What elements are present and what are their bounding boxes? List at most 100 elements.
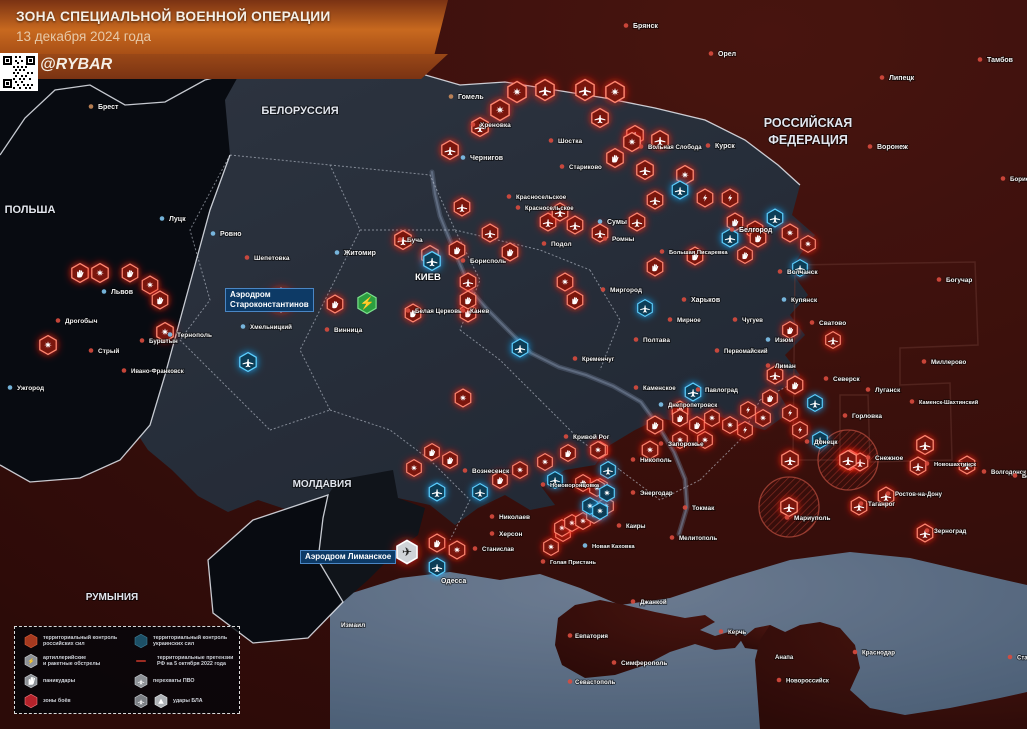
svg-text:Тернополь: Тернополь <box>177 332 212 339</box>
svg-text:Липецк: Липецк <box>889 75 915 82</box>
svg-text:Дрогобыч: Дрогобыч <box>65 317 98 325</box>
svg-text:Каменск-Шахтинский: Каменск-Шахтинский <box>919 399 979 406</box>
svg-text:Брест: Брест <box>98 104 119 111</box>
svg-text:ФЕДЕРАЦИЯ: ФЕДЕРАЦИЯ <box>768 133 848 147</box>
svg-text:Ромны: Ромны <box>612 236 635 243</box>
svg-text:Курск: Курск <box>715 143 735 150</box>
svg-text:Стрый: Стрый <box>98 347 119 355</box>
svg-text:Борисполь: Борисполь <box>470 258 506 265</box>
svg-text:Луганск: Луганск <box>875 387 901 394</box>
svg-text:Сумы: Сумы <box>607 219 627 226</box>
svg-text:Шостка: Шостка <box>558 138 582 145</box>
svg-text:Сватово: Сватово <box>819 320 846 327</box>
svg-text:Житомир: Житомир <box>343 250 376 257</box>
svg-text:Орел: Орел <box>718 51 736 58</box>
svg-text:Анапа: Анапа <box>775 655 794 661</box>
svg-text:Чернигов: Чернигов <box>470 155 504 162</box>
svg-text:Горловка: Горловка <box>852 413 882 420</box>
svg-text:Белгород: Белгород <box>739 227 773 234</box>
svg-text:Мелитополь: Мелитополь <box>679 535 717 542</box>
svg-text:Чугуев: Чугуев <box>742 317 763 324</box>
svg-text:Кривой Рог: Кривой Рог <box>573 433 610 441</box>
svg-text:Львов: Львов <box>111 289 134 296</box>
svg-text:Новороссийск: Новороссийск <box>786 678 829 685</box>
svg-text:Никополь: Никополь <box>640 457 672 464</box>
svg-text:Нововоронцовка: Нововоронцовка <box>550 483 600 489</box>
svg-text:Николаев: Николаев <box>499 514 530 521</box>
svg-text:Токмак: Токмак <box>692 505 715 512</box>
svg-text:Белая Церковь: Белая Церковь <box>415 308 462 315</box>
svg-text:Голая Пристань: Голая Пристань <box>550 560 596 566</box>
svg-text:Волгодонск: Волгодонск <box>1022 474 1027 480</box>
svg-text:РУМЫНИЯ: РУМЫНИЯ <box>86 592 138 603</box>
svg-text:Вознесенск: Вознесенск <box>472 468 510 475</box>
svg-text:Кременчуг: Кременчуг <box>582 356 615 363</box>
svg-text:Лиман: Лиман <box>775 363 796 370</box>
svg-text:Ужгород: Ужгород <box>17 385 44 392</box>
svg-text:Энергодар: Энергодар <box>640 490 673 497</box>
svg-text:Винница: Винница <box>334 327 363 334</box>
svg-text:Евпатория: Евпатория <box>575 633 608 640</box>
svg-text:Волчанск: Волчанск <box>787 269 818 276</box>
svg-text:Харьков: Харьков <box>691 297 721 304</box>
svg-text:Купянск: Купянск <box>791 297 818 304</box>
svg-text:Ровно: Ровно <box>220 231 242 238</box>
svg-text:Волгодонск: Волгодонск <box>991 470 1026 476</box>
svg-text:Симферополь: Симферополь <box>621 660 667 667</box>
svg-text:КИЕВ: КИЕВ <box>415 272 441 283</box>
svg-text:Херсон: Херсон <box>499 531 523 538</box>
svg-text:Красносельское: Красносельское <box>516 194 567 201</box>
svg-text:Керчь: Керчь <box>728 629 746 636</box>
svg-text:Луцк: Луцк <box>169 216 186 223</box>
svg-text:Тамбов: Тамбов <box>987 56 1014 64</box>
svg-text:Измаил: Измаил <box>341 622 365 629</box>
svg-text:Донецк: Донецк <box>814 439 838 446</box>
svg-text:БЕЛОРУССИЯ: БЕЛОРУССИЯ <box>261 105 338 117</box>
svg-text:Новая Каховка: Новая Каховка <box>592 544 635 550</box>
svg-text:Канев: Канев <box>470 308 489 315</box>
svg-text:ПОЛЬША: ПОЛЬША <box>5 204 56 216</box>
svg-text:Зерноград: Зерноград <box>934 528 966 535</box>
svg-text:Миллерово: Миллерово <box>931 359 966 366</box>
svg-text:Богучар: Богучар <box>946 277 972 284</box>
svg-text:Одесса: Одесса <box>441 578 466 585</box>
svg-text:Павлоград: Павлоград <box>705 387 738 394</box>
svg-text:Первомайский: Первомайский <box>724 348 768 355</box>
svg-text:Джанкой: Джанкой <box>640 599 667 606</box>
svg-text:Миргород: Миргород <box>610 287 642 294</box>
svg-text:Каменское: Каменское <box>643 385 676 392</box>
svg-text:Гомель: Гомель <box>458 94 484 101</box>
svg-text:Днепропетровск: Днепропетровск <box>668 403 717 409</box>
svg-text:Вольная Слобода: Вольная Слобода <box>648 144 702 151</box>
svg-text:Хмельницкий: Хмельницкий <box>250 324 292 331</box>
svg-text:Ивано-Франковск: Ивано-Франковск <box>131 369 184 375</box>
svg-text:Ростов-на-Дону: Ростов-на-Дону <box>895 492 943 498</box>
svg-text:Ставрополь: Ставрополь <box>1017 656 1027 662</box>
svg-text:Станислав: Станислав <box>482 547 514 553</box>
svg-text:Борисоглебск: Борисоглебск <box>1010 176 1027 183</box>
svg-text:Запорожье: Запорожье <box>668 441 704 448</box>
svg-text:Каиры: Каиры <box>626 524 646 530</box>
svg-text:Мариуполь: Мариуполь <box>794 515 831 522</box>
svg-text:Бурштын: Бурштын <box>149 338 178 345</box>
svg-text:Большая Писаревка: Большая Писаревка <box>669 250 728 256</box>
svg-text:Таганрог: Таганрог <box>868 501 895 508</box>
svg-text:Краснодар: Краснодар <box>862 650 895 657</box>
svg-text:Хреновка: Хреновка <box>480 122 511 129</box>
svg-text:Северск: Северск <box>833 376 860 383</box>
svg-text:Воронеж: Воронеж <box>877 144 909 151</box>
svg-text:Изюм: Изюм <box>775 337 793 344</box>
svg-text:Новошахтинск: Новошахтинск <box>934 462 976 468</box>
svg-text:Брянск: Брянск <box>633 23 658 30</box>
svg-text:РОССИЙСКАЯ: РОССИЙСКАЯ <box>764 115 853 130</box>
svg-text:Полтава: Полтава <box>643 337 670 344</box>
svg-text:Буча: Буча <box>407 237 423 244</box>
svg-text:Стариково: Стариково <box>569 164 602 171</box>
svg-text:Подол: Подол <box>551 241 572 248</box>
svg-text:МОЛДАВИЯ: МОЛДАВИЯ <box>293 479 352 490</box>
svg-text:Красносельское: Красносельское <box>525 206 574 212</box>
svg-text:Севастополь: Севастополь <box>575 679 616 686</box>
svg-text:Снежное: Снежное <box>875 455 904 462</box>
svg-text:Шепетовка: Шепетовка <box>254 255 290 262</box>
svg-text:Мирное: Мирное <box>677 317 701 324</box>
